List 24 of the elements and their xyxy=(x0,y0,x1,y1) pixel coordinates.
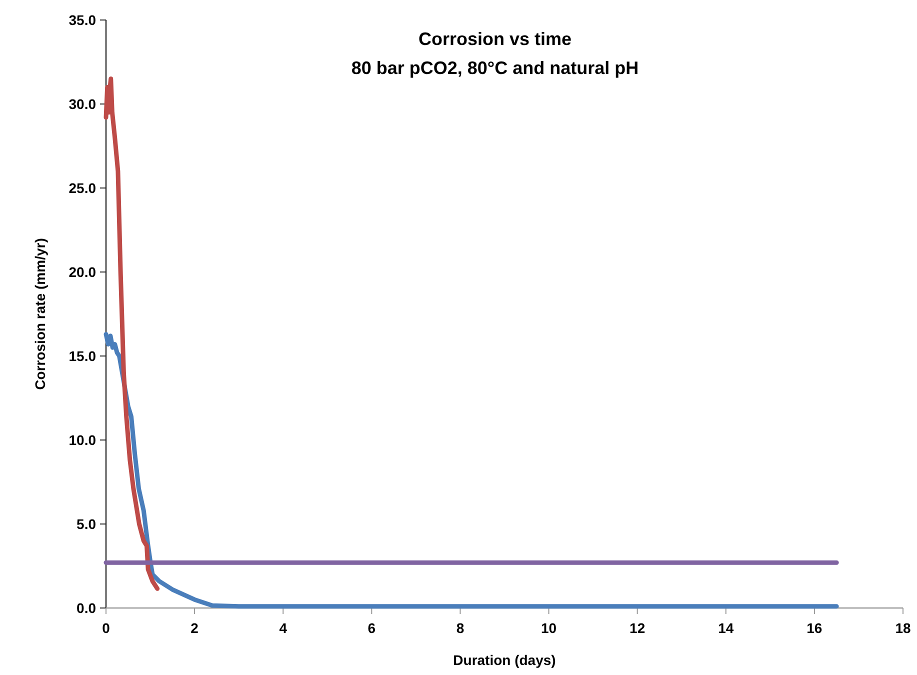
y-tick-label: 20.0 xyxy=(68,264,96,280)
x-tick-label: 14 xyxy=(718,620,734,636)
x-axis-title: Duration (days) xyxy=(453,652,556,668)
x-tick-label: 6 xyxy=(368,620,376,636)
x-tick-label: 2 xyxy=(190,620,199,636)
line-series xyxy=(104,76,160,591)
text: 80 bar pCO2, 80°C and natural pH xyxy=(351,58,639,78)
line-series xyxy=(104,332,839,609)
x-tick-label: 8 xyxy=(456,620,464,636)
y-tick-label: 5.0 xyxy=(76,516,96,532)
y-axis-title: Corrosion rate (mm/yr) xyxy=(32,238,48,390)
y-tick-label: 15.0 xyxy=(68,348,96,364)
x-tick-label: 18 xyxy=(895,620,911,636)
x-tick-label: 0 xyxy=(102,620,110,636)
x-tick-label: 4 xyxy=(279,620,288,636)
y-tick-label: 30.0 xyxy=(68,96,96,112)
y-tick-label: 25.0 xyxy=(68,180,96,196)
text: Corrosion vs time xyxy=(418,29,572,49)
y-tick-label: 35.0 xyxy=(68,12,96,28)
x-tick-label: 16 xyxy=(806,620,822,636)
y-tick-label: 0.0 xyxy=(76,600,96,616)
y-tick-label: 10.0 xyxy=(68,432,96,448)
x-tick-label: 12 xyxy=(630,620,646,636)
x-tick-label: 10 xyxy=(540,620,557,636)
